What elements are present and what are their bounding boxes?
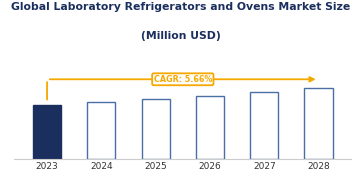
Bar	[250, 92, 278, 159]
Text: (Million USD): (Million USD)	[141, 31, 221, 41]
Bar	[304, 88, 333, 159]
Text: 1448: 1448	[32, 107, 57, 117]
Bar	[87, 102, 115, 159]
Text: CAGR: 5.66%: CAGR: 5.66%	[153, 75, 212, 84]
Bar	[33, 105, 61, 159]
Text: Global Laboratory Refrigerators and Ovens Market Size: Global Laboratory Refrigerators and Oven…	[11, 2, 351, 12]
Bar	[142, 99, 170, 159]
Bar	[196, 96, 224, 159]
